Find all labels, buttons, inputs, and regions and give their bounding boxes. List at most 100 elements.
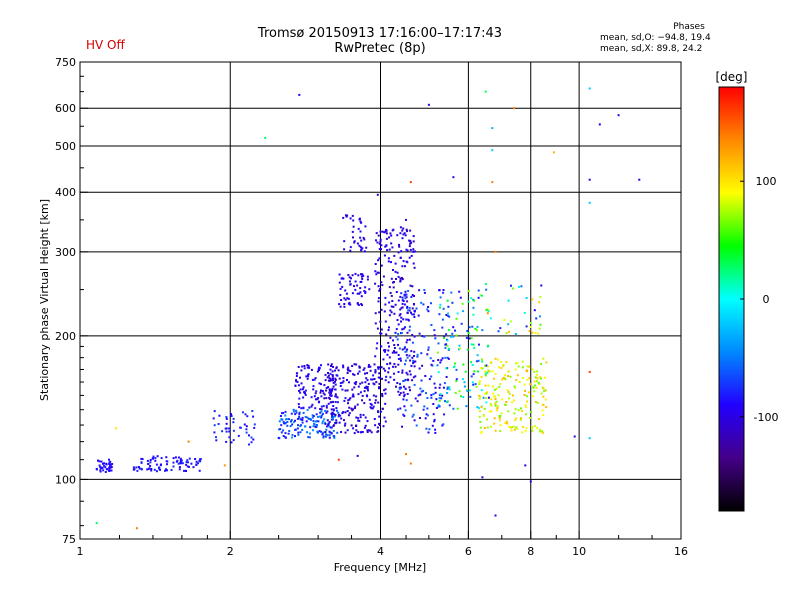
data-point — [109, 464, 111, 467]
data-point — [363, 290, 366, 292]
data-point — [524, 464, 527, 467]
data-point — [508, 425, 511, 428]
data-point — [477, 289, 480, 292]
data-point — [385, 237, 388, 240]
data-point — [324, 409, 327, 412]
data-point — [319, 411, 322, 414]
data-point — [336, 409, 338, 412]
data-point — [350, 407, 353, 410]
data-point — [317, 416, 319, 418]
data-point — [513, 399, 516, 402]
data-point — [344, 298, 347, 301]
data-point — [445, 343, 448, 346]
data-point — [225, 440, 228, 443]
data-point — [528, 391, 530, 394]
data-point — [528, 365, 531, 368]
data-point — [300, 407, 303, 410]
data-point — [243, 423, 246, 426]
data-point — [406, 230, 408, 233]
data-point — [444, 400, 446, 403]
data-point — [366, 429, 369, 432]
data-point — [526, 365, 529, 368]
data-point — [524, 389, 526, 392]
data-point — [378, 311, 381, 314]
data-point — [367, 365, 370, 368]
data-point — [311, 416, 314, 419]
data-point — [292, 421, 295, 424]
data-point — [526, 370, 529, 373]
data-point — [378, 382, 381, 385]
data-point — [479, 294, 482, 297]
data-point — [542, 403, 545, 406]
data-point — [365, 385, 368, 388]
data-point — [471, 364, 474, 366]
data-point — [505, 401, 508, 403]
data-point — [347, 274, 350, 276]
data-point — [140, 461, 143, 464]
data-point — [341, 381, 344, 384]
data-point — [166, 460, 169, 463]
data-point — [156, 455, 159, 458]
data-point — [481, 329, 484, 332]
data-point — [325, 425, 328, 428]
data-point — [298, 417, 301, 420]
data-point — [368, 398, 371, 401]
data-point — [354, 280, 357, 283]
data-point — [104, 466, 107, 469]
data-point — [542, 357, 545, 360]
data-point — [402, 227, 405, 230]
data-point — [100, 460, 103, 463]
data-point — [379, 238, 382, 241]
data-point — [245, 431, 248, 434]
data-point — [520, 407, 522, 410]
data-point — [470, 337, 473, 340]
data-point — [465, 336, 468, 339]
data-point — [472, 373, 475, 376]
data-point — [239, 426, 242, 429]
data-point — [361, 399, 363, 402]
data-point — [322, 412, 324, 415]
data-point — [290, 420, 292, 423]
data-point — [284, 422, 287, 425]
data-point — [544, 398, 547, 401]
data-point — [397, 299, 400, 302]
data-point — [484, 392, 487, 395]
data-point — [437, 359, 440, 361]
data-point — [435, 398, 438, 401]
data-point — [177, 462, 180, 465]
data-point — [377, 401, 380, 404]
data-point — [394, 303, 397, 306]
data-point — [336, 401, 339, 404]
data-point — [411, 379, 414, 382]
data-point — [334, 377, 337, 380]
data-point — [485, 364, 488, 367]
data-point — [299, 388, 302, 391]
data-point — [525, 395, 528, 398]
data-point — [388, 356, 391, 359]
data-point — [324, 435, 327, 438]
data-point — [155, 463, 158, 466]
data-point — [280, 424, 283, 427]
data-point — [383, 254, 386, 257]
data-point — [497, 358, 499, 361]
data-point — [377, 411, 380, 414]
data-point — [426, 353, 429, 356]
data-point — [132, 466, 135, 469]
data-point — [384, 392, 387, 395]
data-point — [369, 402, 372, 405]
data-point — [525, 413, 527, 416]
data-point — [535, 317, 538, 320]
data-point — [178, 468, 181, 471]
data-point — [460, 322, 463, 325]
data-point — [402, 318, 405, 321]
data-point — [524, 404, 527, 407]
data-point — [344, 397, 347, 400]
data-point — [493, 422, 496, 425]
data-point — [294, 413, 297, 416]
data-point — [336, 431, 339, 434]
data-point — [375, 381, 378, 384]
data-point — [332, 379, 334, 382]
data-point — [412, 376, 415, 379]
data-point — [379, 288, 382, 290]
data-point — [393, 312, 396, 315]
